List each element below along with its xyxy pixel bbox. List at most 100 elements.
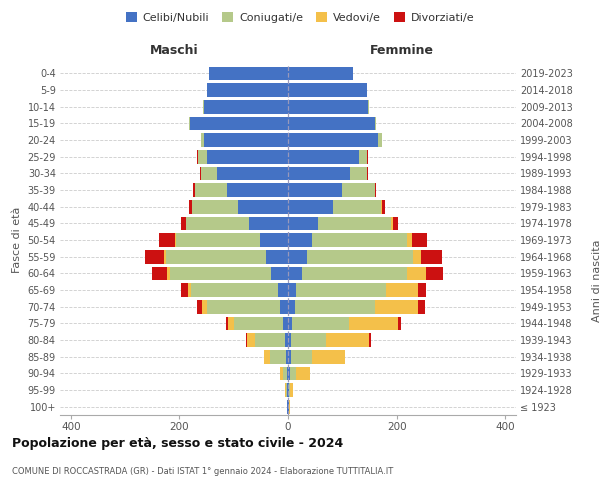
Bar (264, 350, 269, 364)
Bar (288, 266, 302, 280)
Bar (332, 200, 382, 213)
Text: COMUNE DI ROCCASTRADA (GR) - Dati ISTAT 1° gennaio 2024 - Elaborazione TUTTITALI: COMUNE DI ROCCASTRADA (GR) - Dati ISTAT … (12, 468, 393, 476)
Bar (192, 200, 238, 213)
Bar (145, 250, 164, 264)
Bar (407, 266, 427, 280)
Bar (370, 333, 371, 347)
Bar (307, 250, 413, 264)
Bar (313, 350, 345, 364)
Bar (412, 233, 427, 247)
Bar (191, 283, 278, 297)
Bar (206, 150, 288, 164)
Bar (427, 266, 443, 280)
Bar (181, 283, 188, 297)
Bar (280, 366, 283, 380)
Bar (288, 133, 377, 147)
Bar (193, 183, 194, 197)
Bar (377, 133, 382, 147)
Bar (246, 333, 247, 347)
Bar (201, 133, 204, 147)
Bar (391, 216, 393, 230)
Bar (160, 233, 175, 247)
Bar (289, 383, 290, 397)
Bar (166, 250, 266, 264)
Bar (201, 166, 217, 180)
Y-axis label: Fasce di età: Fasce di età (12, 207, 22, 273)
Bar (227, 183, 288, 197)
Bar (188, 283, 191, 297)
Bar (288, 116, 375, 130)
Bar (217, 166, 288, 180)
Bar (283, 316, 288, 330)
Bar (398, 316, 401, 330)
Bar (350, 166, 367, 180)
Bar (421, 250, 442, 264)
Bar (206, 300, 280, 314)
Bar (288, 316, 292, 330)
Bar (280, 300, 288, 314)
Bar (292, 316, 349, 330)
Bar (291, 350, 313, 364)
Bar (288, 350, 291, 364)
Bar (269, 350, 286, 364)
Bar (286, 383, 287, 397)
Bar (197, 300, 202, 314)
Bar (413, 250, 421, 264)
Bar (189, 200, 192, 213)
Bar (288, 83, 367, 97)
Bar (286, 350, 288, 364)
Bar (170, 266, 271, 280)
Bar (247, 333, 256, 347)
Bar (359, 150, 367, 164)
Bar (285, 333, 288, 347)
Bar (407, 233, 412, 247)
Bar (296, 283, 386, 297)
Bar (288, 183, 342, 197)
Bar (190, 116, 288, 130)
Bar (288, 66, 353, 80)
Bar (288, 233, 313, 247)
Bar (288, 333, 291, 347)
Bar (164, 250, 166, 264)
Bar (226, 316, 228, 330)
Bar (283, 366, 287, 380)
Bar (238, 200, 288, 213)
Bar (199, 150, 206, 164)
Bar (197, 150, 199, 164)
Text: Anni di nascita: Anni di nascita (592, 240, 600, 322)
Bar (256, 333, 285, 347)
Text: Popolazione per età, sesso e stato civile - 2024: Popolazione per età, sesso e stato civil… (12, 438, 343, 450)
Bar (202, 300, 206, 314)
Bar (167, 266, 170, 280)
Bar (375, 300, 418, 314)
Bar (152, 266, 167, 280)
Bar (181, 216, 186, 230)
Bar (189, 116, 190, 130)
Bar (288, 250, 307, 264)
Bar (194, 183, 227, 197)
Bar (187, 216, 249, 230)
Bar (206, 83, 288, 97)
Bar (288, 300, 295, 314)
Bar (386, 283, 418, 297)
Bar (295, 300, 375, 314)
Bar (367, 166, 368, 180)
Bar (418, 283, 427, 297)
Bar (375, 183, 376, 197)
Bar (302, 266, 407, 280)
Bar (367, 150, 368, 164)
Bar (234, 316, 283, 330)
Bar (349, 316, 398, 330)
Bar (393, 216, 398, 230)
Bar (290, 383, 293, 397)
Bar (200, 166, 201, 180)
Bar (288, 216, 318, 230)
Bar (260, 233, 288, 247)
Bar (288, 366, 290, 380)
Bar (288, 200, 332, 213)
Bar (382, 200, 385, 213)
Bar (204, 100, 288, 114)
Bar (271, 266, 288, 280)
Bar (318, 216, 391, 230)
Bar (266, 250, 288, 264)
